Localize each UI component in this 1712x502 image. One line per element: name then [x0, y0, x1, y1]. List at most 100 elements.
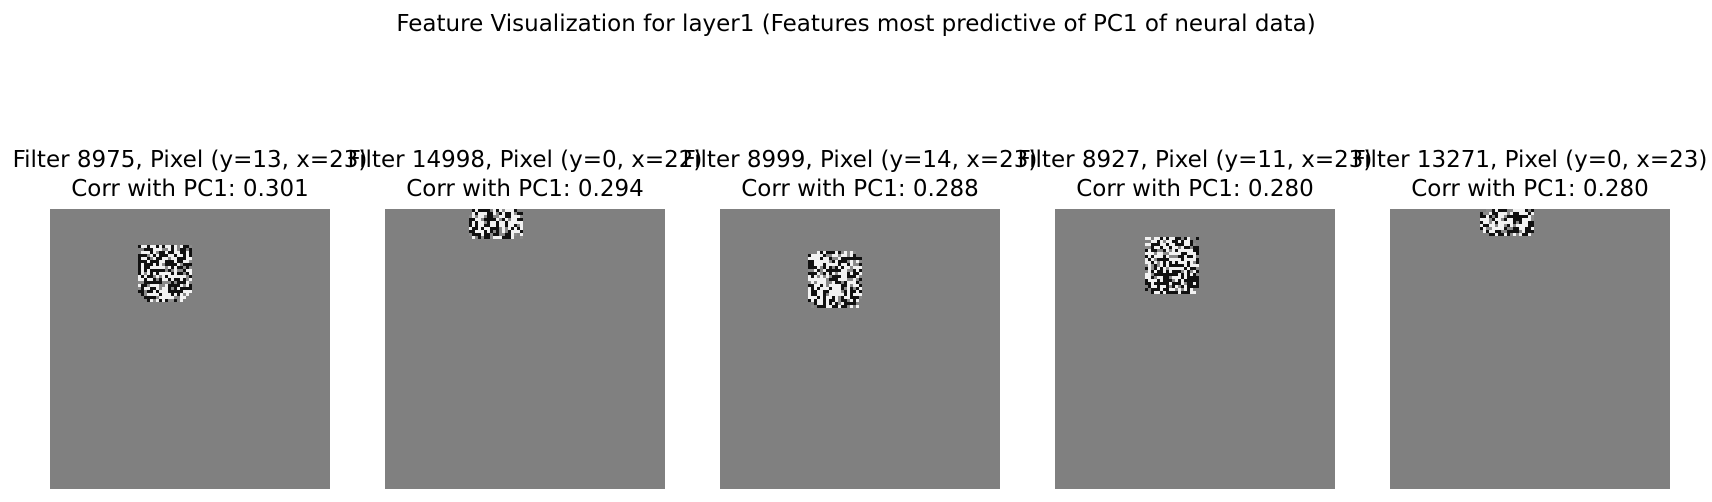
patch-pixel	[517, 215, 520, 218]
patch-pixel	[835, 269, 838, 272]
patch-pixel	[835, 281, 838, 284]
patch-pixel	[823, 263, 826, 266]
patch-pixel	[1525, 233, 1528, 236]
patch-pixel	[183, 266, 186, 269]
patch-pixel	[150, 287, 153, 290]
patch-pixel	[141, 254, 144, 257]
patch-pixel	[496, 236, 499, 239]
patch-pixel	[1175, 270, 1178, 273]
patch-pixel	[168, 251, 171, 254]
patch-pixel	[1172, 288, 1175, 291]
patch-pixel	[823, 251, 826, 254]
patch-pixel	[171, 254, 174, 257]
patch-pixel	[1175, 267, 1178, 270]
patch-pixel	[1522, 209, 1525, 212]
patch-pixel	[1504, 230, 1507, 233]
patch-pixel	[1148, 276, 1151, 279]
patch-pixel	[1160, 282, 1163, 285]
patch-pixel	[853, 251, 856, 254]
patch-pixel	[180, 254, 183, 257]
patch-pixel	[496, 221, 499, 224]
patch-pixel	[1516, 218, 1519, 221]
patch-pixel	[1513, 209, 1516, 212]
patch-pixel	[1157, 270, 1160, 273]
patch-pixel	[1175, 246, 1178, 249]
patch-pixel	[1492, 230, 1495, 233]
patch-pixel	[159, 266, 162, 269]
patch-pixel	[823, 275, 826, 278]
patch-pixel	[1145, 246, 1148, 249]
patch-pixel	[502, 224, 505, 227]
patch-pixel	[826, 263, 829, 266]
patch-pixel	[844, 263, 847, 266]
patch-pixel	[1154, 267, 1157, 270]
patch-pixel	[1181, 285, 1184, 288]
patch-pixel	[183, 263, 186, 266]
patch-pixel	[487, 233, 490, 236]
patch-pixel	[814, 254, 817, 257]
patch-pixel	[168, 269, 171, 272]
patch-pixel	[1196, 276, 1199, 279]
patch-pixel	[1178, 246, 1181, 249]
patch-pixel	[478, 209, 481, 212]
patch-pixel	[1507, 230, 1510, 233]
patch-pixel	[153, 251, 156, 254]
patch-pixel	[832, 293, 835, 296]
patch-pixel	[150, 257, 153, 260]
patch-pixel	[180, 263, 183, 266]
patch-pixel	[171, 293, 174, 296]
patch-pixel	[820, 302, 823, 305]
patch-pixel	[832, 269, 835, 272]
patch-pixel	[1525, 224, 1528, 227]
patch-pixel	[183, 269, 186, 272]
patch-pixel	[1157, 273, 1160, 276]
patch-pixel	[469, 218, 472, 221]
patch-pixel	[180, 296, 183, 299]
patch-pixel	[841, 257, 844, 260]
patch-pixel	[171, 269, 174, 272]
patch-pixel	[856, 305, 859, 308]
patch-pixel	[147, 245, 150, 248]
patch-pixel	[835, 257, 838, 260]
patch-pixel	[1184, 258, 1187, 261]
patch-pixel	[1498, 221, 1501, 224]
patch-pixel	[141, 290, 144, 293]
patch-pixel	[847, 251, 850, 254]
patch-pixel	[1495, 212, 1498, 215]
patch-pixel	[1480, 221, 1483, 224]
patch-pixel	[472, 221, 475, 224]
panel-title-correlation: Corr with PC1: 0.294	[406, 176, 644, 202]
patch-pixel	[850, 281, 853, 284]
feature-image-canvas	[1480, 209, 1534, 236]
patch-pixel	[147, 284, 150, 287]
patch-pixel	[1525, 209, 1528, 212]
patch-pixel	[1184, 279, 1187, 282]
patch-pixel	[1178, 243, 1181, 246]
patch-pixel	[1151, 261, 1154, 264]
patch-pixel	[165, 254, 168, 257]
patch-pixel	[159, 278, 162, 281]
patch-pixel	[826, 290, 829, 293]
patch-pixel	[1148, 237, 1151, 240]
patch-pixel	[1489, 230, 1492, 233]
patch-pixel	[168, 281, 171, 284]
patch-pixel	[820, 269, 823, 272]
patch-pixel	[481, 224, 484, 227]
patch-pixel	[147, 272, 150, 275]
patch-pixel	[811, 281, 814, 284]
patch-pixel	[159, 260, 162, 263]
patch-pixel	[180, 248, 183, 251]
patch-pixel	[1145, 288, 1148, 291]
patch-pixel	[829, 299, 832, 302]
patch-pixel	[1190, 261, 1193, 264]
patch-pixel	[1510, 227, 1513, 230]
patch-pixel	[823, 287, 826, 290]
patch-pixel	[1151, 273, 1154, 276]
patch-pixel	[475, 227, 478, 230]
patch-pixel	[853, 284, 856, 287]
patch-pixel	[838, 254, 841, 257]
patch-pixel	[1163, 255, 1166, 258]
patch-pixel	[517, 218, 520, 221]
patch-pixel	[1160, 288, 1163, 291]
patch-pixel	[1193, 246, 1196, 249]
